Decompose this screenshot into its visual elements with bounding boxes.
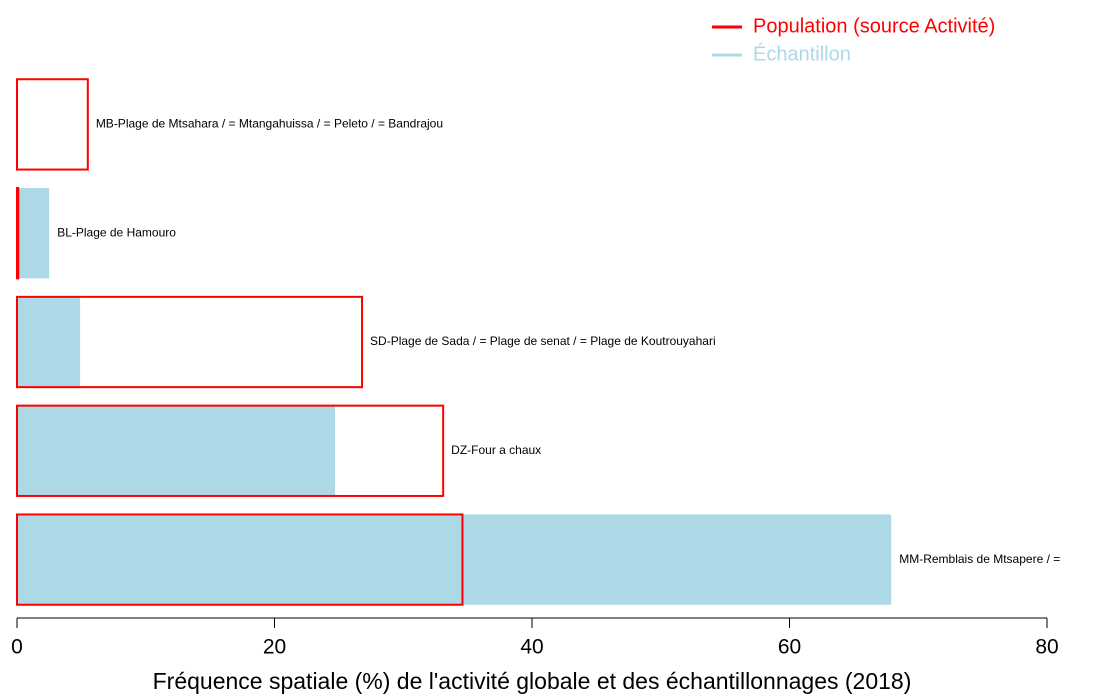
bar-outline <box>16 404 445 497</box>
x-axis-label: Fréquence spatiale (%) de l'activité glo… <box>153 668 912 694</box>
bar-outline <box>16 295 364 389</box>
x-tick-label: 40 <box>520 636 543 659</box>
x-tick-label: 80 <box>1035 636 1058 659</box>
legend-label: Population (source Activité) <box>753 15 995 37</box>
x-tick-label: 0 <box>11 636 23 659</box>
bar-outline <box>16 78 89 171</box>
x-tick-label: 60 <box>778 636 801 659</box>
bar <box>17 514 892 605</box>
x-tick-label: 20 <box>263 636 286 659</box>
bar <box>17 188 50 279</box>
bar-label: MM-Remblais de Mtsapere / = <box>899 552 1060 566</box>
bar <box>17 405 336 496</box>
bar-outline <box>16 187 20 280</box>
bar-label: BL-Plage de Hamouro <box>57 225 176 239</box>
bar-label: DZ-Four a chaux <box>451 443 541 457</box>
bar-label: SD-Plage de Sada / = Plage de senat / = … <box>370 334 716 348</box>
legend-label: Échantillon <box>753 42 851 65</box>
bar <box>17 296 81 388</box>
bar-outline <box>16 513 464 606</box>
bar-label: MB-Plage de Mtsahara / = Mtangahuissa / … <box>96 117 443 131</box>
